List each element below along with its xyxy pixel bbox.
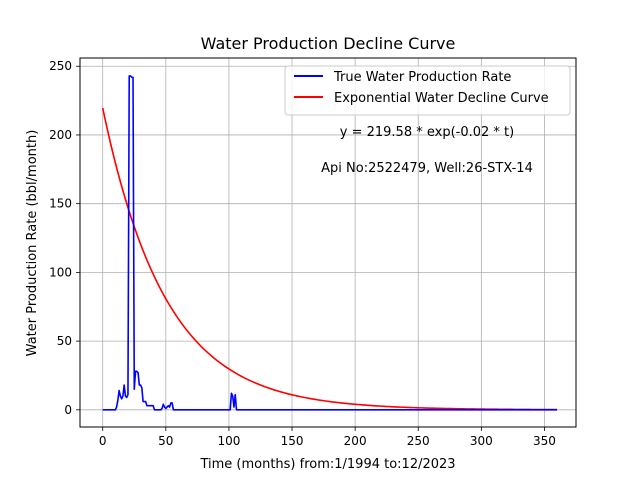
- x-axis-label: Time (months) from:1/1994 to:12/2023: [199, 457, 455, 472]
- legend: True Water Production Rate Exponential W…: [284, 65, 571, 116]
- x-tick-label: 0: [99, 434, 107, 448]
- legend-label-decline-curve: Exponential Water Decline Curve: [334, 91, 549, 106]
- grid-layer: [80, 58, 576, 427]
- series-layer: [101, 75, 558, 411]
- y-tick-label: 50: [57, 334, 72, 348]
- true-rate-line: [102, 75, 558, 411]
- y-tick-label: 150: [49, 197, 72, 211]
- x-tick-label: 200: [344, 434, 367, 448]
- legend-label-true-rate: True Water Production Rate: [333, 70, 511, 85]
- x-tick-label: 250: [407, 434, 430, 448]
- y-tick-label: 250: [49, 59, 72, 73]
- equation-annotation: y = 219.58 * exp(-0.02 * t): [340, 125, 514, 140]
- x-tick-label: 100: [217, 434, 240, 448]
- chart-title: Water Production Decline Curve: [201, 34, 456, 53]
- y-tick-label: 0: [64, 403, 72, 417]
- well-annotation: Api No:2522479, Well:26-STX-14: [321, 161, 533, 176]
- y-tick-label: 100: [49, 265, 72, 279]
- legend-box: [284, 65, 571, 116]
- ticks-layer: 0 50 100 150 200 250 300 350 0 50 100 150 200 250: [49, 59, 556, 448]
- x-tick-label: 300: [470, 434, 493, 448]
- y-tick-label: 200: [49, 128, 72, 142]
- x-tick-label: 50: [158, 434, 173, 448]
- plot-frame: [79, 57, 577, 428]
- x-tick-label: 150: [281, 434, 304, 448]
- x-tick-label: 350: [533, 434, 556, 448]
- y-axis-label: Water Production Rate (bbl/month): [25, 130, 40, 357]
- plot-area: [80, 58, 576, 427]
